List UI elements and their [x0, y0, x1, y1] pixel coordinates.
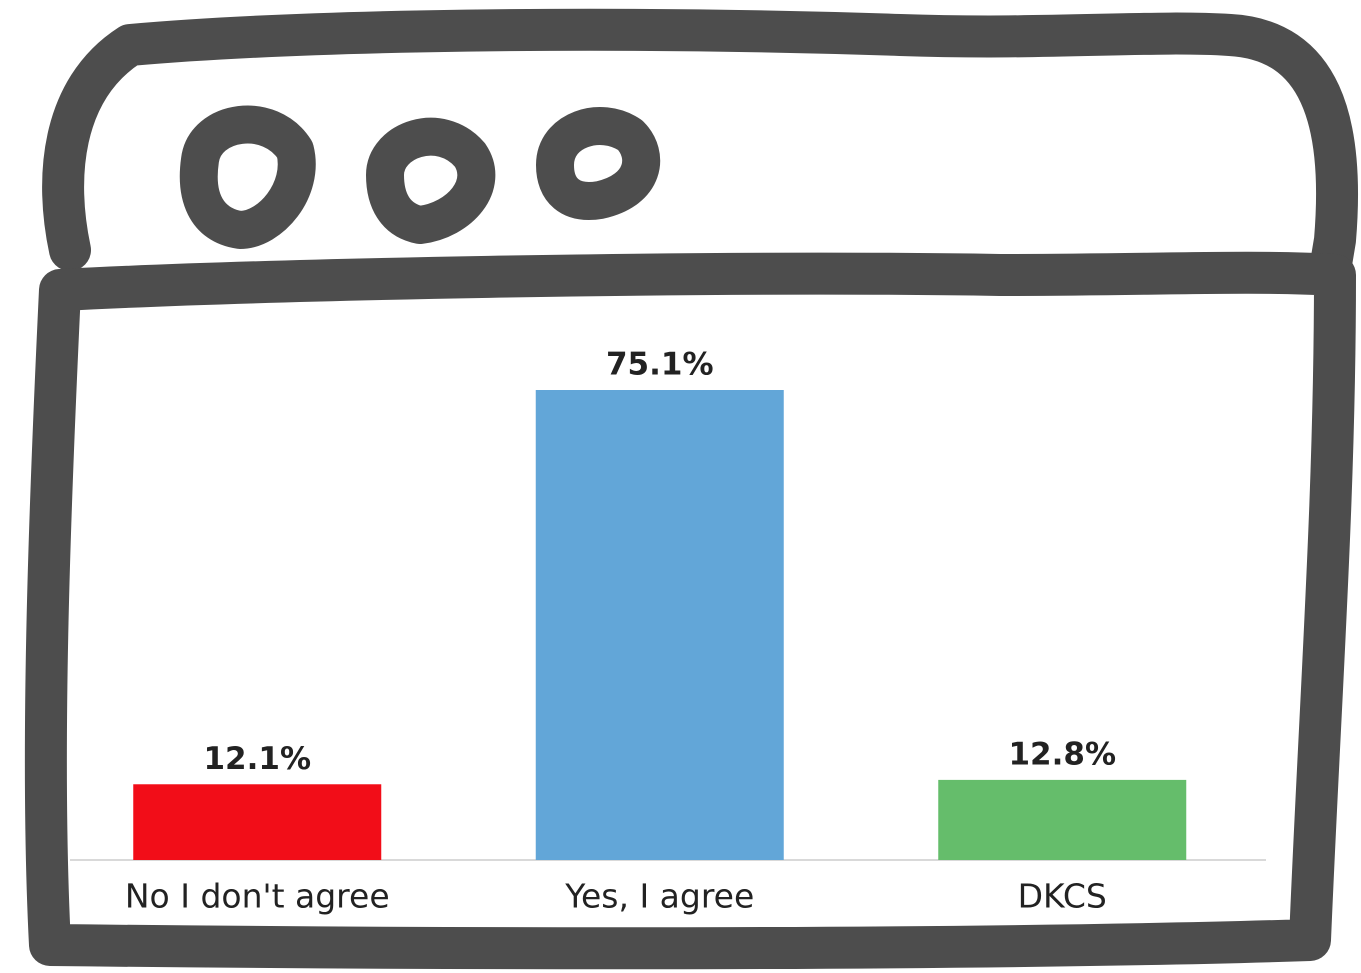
- window-button: [366, 117, 496, 244]
- bar: [535, 390, 784, 860]
- window-frame: [24, 8, 1358, 970]
- bar: [133, 784, 382, 860]
- title-bar-outline: [42, 8, 1358, 291]
- x-tick-label: DKCS: [1018, 877, 1107, 916]
- value-label: 12.8%: [1008, 736, 1116, 772]
- value-label: 12.1%: [203, 741, 311, 777]
- value-label: 75.1%: [606, 347, 714, 383]
- content-outline: [24, 251, 1356, 970]
- window-button: [536, 107, 661, 220]
- x-tick-label: No I don't agree: [125, 877, 390, 916]
- bar: [938, 779, 1187, 860]
- window-button: [179, 105, 316, 249]
- x-tick-label: Yes, I agree: [564, 877, 754, 916]
